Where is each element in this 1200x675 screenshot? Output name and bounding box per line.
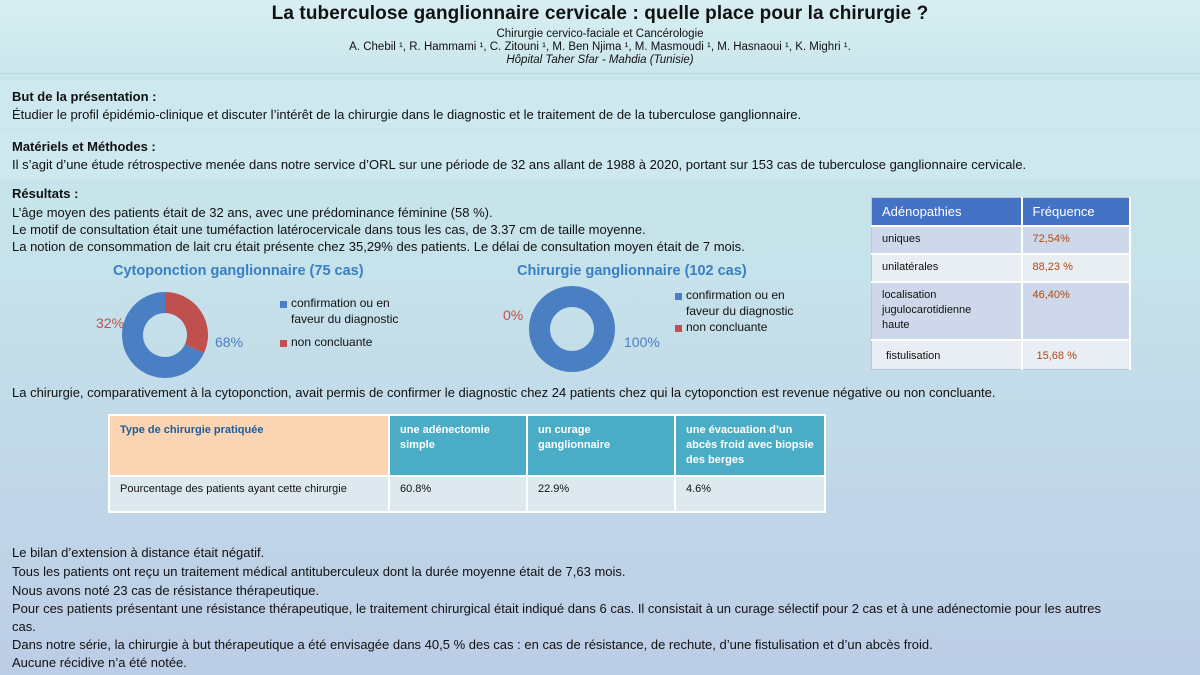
surgery-value-curage: 22.9% xyxy=(526,475,676,513)
surgery-header-row: Type de chirurgie pratiquée une adénecto… xyxy=(108,414,826,477)
adenopathie-label: uniques xyxy=(871,224,1023,254)
surgery-value-adenectomie: 60.8% xyxy=(388,475,528,513)
poster-title: La tuberculose ganglionnaire cervicale :… xyxy=(271,3,929,24)
chart-2-legend-swatch-confirmation xyxy=(675,293,682,300)
chart-2-legend-swatch-non-concluante xyxy=(675,325,682,332)
conclusion-line-1: Le bilan d’extension à distance était né… xyxy=(12,545,265,560)
table-row: Pourcentage des patients ayant cette chi… xyxy=(108,475,826,513)
resultats-title: Résultats : xyxy=(12,186,79,201)
resultats-line-3: La notion de consommation de lait cru ét… xyxy=(12,239,745,254)
chart-2-legend-confirmation-1: confirmation ou en xyxy=(686,288,785,302)
chart-1-legend-confirmation-2: faveur du diagnostic xyxy=(291,312,399,326)
chart-1-label-non-concluante: 32% xyxy=(96,315,125,331)
methodes-title: Matériels et Méthodes : xyxy=(12,139,156,154)
conclusion-line-5: cas. xyxy=(12,619,36,634)
surgery-header-evacuation: une évacuation d’un abcès froid avec bio… xyxy=(674,414,826,477)
chart-2-label-non-concluante: 0% xyxy=(503,307,524,323)
surgery-type-table: Type de chirurgie pratiquée une adénecto… xyxy=(108,414,826,513)
conclusion-line-4: Pour ces patients présentant une résista… xyxy=(12,601,1102,616)
surgery-header-curage: un curage ganglionnaire xyxy=(526,414,676,477)
adenopathies-table: Adénopathies Fréquence uniques 72,54% un… xyxy=(871,197,1131,370)
chart-1-legend-swatch-non-concluante xyxy=(280,340,287,347)
conclusion-line-7: Aucune récidive n’a été notée. xyxy=(12,655,187,670)
chart-1-label-confirmation: 68% xyxy=(215,334,244,350)
poster-authors: A. Chebil ¹, R. Hammami ¹, C. Zitouni ¹,… xyxy=(349,41,851,53)
table-row: localisation jugulocarotidienne haute 46… xyxy=(871,280,1131,340)
but-section: But de la présentation : Étudier le prof… xyxy=(0,80,1200,128)
chart-1-slice-non-concluante xyxy=(165,292,208,354)
chart-2-title: Chirurgie ganglionnaire (102 cas) xyxy=(517,263,747,279)
conclusion-line-2: Tous les patients ont reçu un traitement… xyxy=(12,564,626,579)
chart-2-slice-confirmation xyxy=(529,286,615,372)
chart-1-legend-swatch-confirmation xyxy=(280,301,287,308)
surgery-value-evacuation: 4.6% xyxy=(674,475,826,513)
adenopathie-frequence: 15,68 % xyxy=(1021,338,1131,370)
methodes-section: Matériels et Méthodes : Il s’agit d’une … xyxy=(0,134,1200,180)
surgery-row-label: Pourcentage des patients ayant cette chi… xyxy=(108,475,390,513)
adenopathies-header: Adénopathies xyxy=(871,197,1023,226)
frequence-header: Fréquence xyxy=(1021,197,1131,226)
chart-1-donut xyxy=(122,292,208,378)
chart-2-legend-confirmation-2: faveur du diagnostic xyxy=(686,304,794,318)
but-text: Étudier le profil épidémio-clinique et d… xyxy=(12,107,802,122)
chart-1-legend-non-concluante: non concluante xyxy=(291,335,373,349)
but-title: But de la présentation : xyxy=(12,89,157,104)
methodes-text: Il s’agit d’une étude rétrospective mené… xyxy=(12,157,1027,172)
adenopathie-frequence: 88,23 % xyxy=(1021,252,1131,282)
chart-2-legend-non-concluante: non concluante xyxy=(686,320,768,334)
table-row: uniques 72,54% xyxy=(871,224,1131,254)
conclusion-line-3: Nous avons noté 23 cas de résistance thé… xyxy=(12,583,320,598)
chart-1-slice-confirmation xyxy=(122,292,204,378)
table-row: unilatérales 88,23 % xyxy=(871,252,1131,282)
adenopathie-frequence: 72,54% xyxy=(1021,224,1131,254)
poster-header: La tuberculose ganglionnaire cervicale :… xyxy=(0,0,1200,74)
chart-2-donut xyxy=(529,286,615,372)
chart-1-title: Cytoponction ganglionnaire (75 cas) xyxy=(113,263,364,279)
poster-subtitle: Chirurgie cervico-faciale et Cancérologi… xyxy=(496,28,704,40)
adenopathie-label: unilatérales xyxy=(871,252,1023,282)
chart-1-legend-confirmation-1: confirmation ou en xyxy=(291,296,390,310)
adenopathie-frequence: 46,40% xyxy=(1021,280,1131,340)
resultats-line-2: Le motif de consultation était une tuméf… xyxy=(12,222,646,237)
chirurgie-comparaison-text: La chirurgie, comparativement à la cytop… xyxy=(12,385,996,400)
resultats-line-1: L’âge moyen des patients était de 32 ans… xyxy=(12,205,493,220)
surgery-header-adenectomie: une adénectomie simple xyxy=(388,414,528,477)
table-row: fistulisation 15,68 % xyxy=(871,338,1131,370)
chart-2-label-confirmation: 100% xyxy=(624,334,660,350)
adenopathie-label: localisation jugulocarotidienne haute xyxy=(871,280,1023,340)
adenopathie-label: fistulisation xyxy=(871,338,1023,370)
poster-hospital: Hôpital Taher Sfar - Mahdia (Tunisie) xyxy=(506,54,694,66)
conclusion-line-6: Dans notre série, la chirurgie à but thé… xyxy=(12,637,933,652)
surgery-header-type: Type de chirurgie pratiquée xyxy=(108,414,390,477)
adenopathies-header-row: Adénopathies Fréquence xyxy=(871,197,1131,226)
